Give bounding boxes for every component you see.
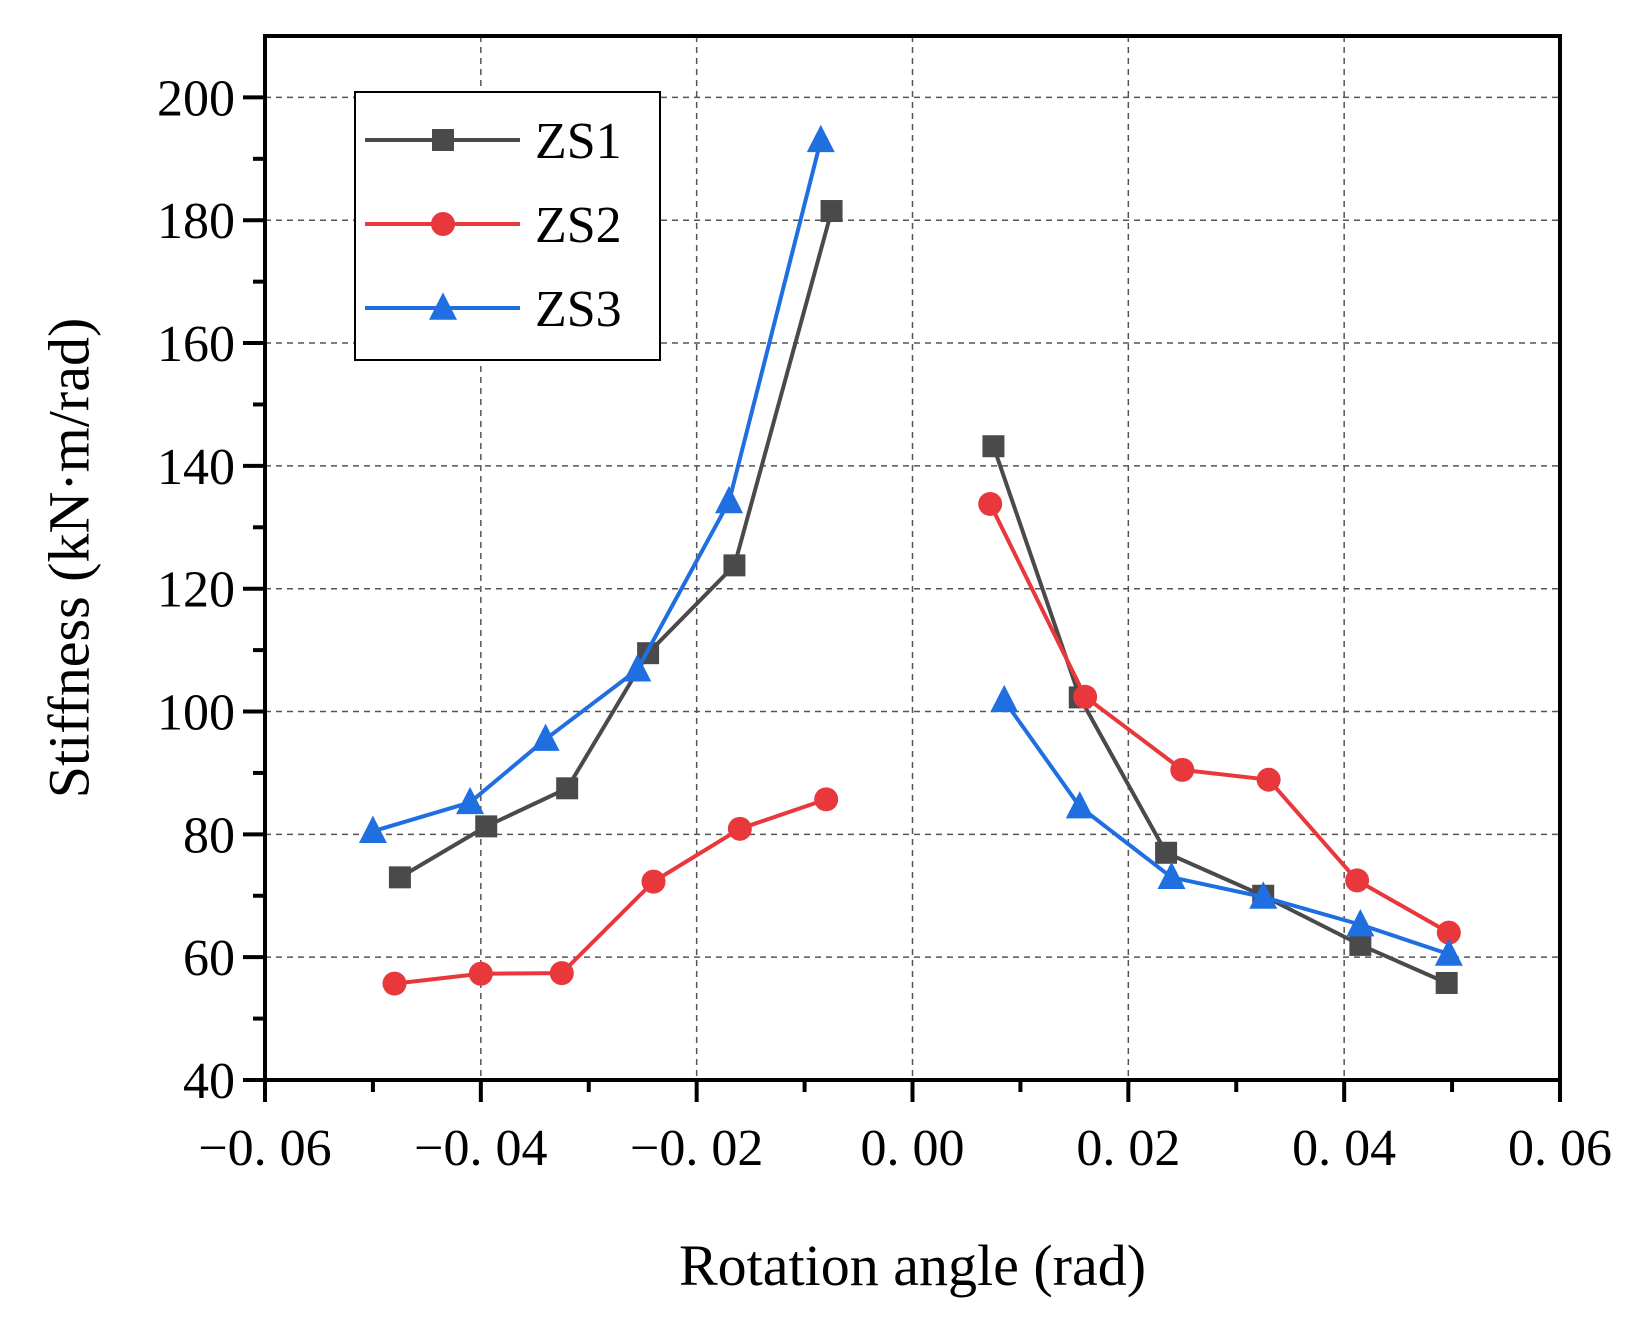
legend-marker-zs2 [431,212,455,236]
tick-labels: −0. 06 −0. 04 −0. 02 0. 00 0. 02 0. 04 0. 06 40… [157,70,1612,1177]
data-point-zs3 [1157,861,1186,890]
data-point-zs2 [1436,920,1461,945]
x-tick-label: −0. 06 [198,1120,331,1177]
x-tick-label: 0. 04 [1292,1120,1396,1177]
y-tick-label: 80 [183,807,235,864]
data-point-zs3 [456,786,485,815]
data-point-zs2 [468,961,493,986]
data-point-zs3 [715,485,744,514]
data-point-zs2 [1256,767,1281,792]
data-point-zs2 [549,961,574,986]
series-line-zs2 [988,503,1450,935]
y-tick-label: 140 [157,439,235,496]
plot-series [358,124,1463,996]
data-point-zs1 [388,866,411,889]
legend-label-zs3: ZS3 [535,281,622,338]
y-axis-title: Stiffness (kN·m/rad) [36,318,101,799]
data-point-zs3 [1346,909,1375,937]
data-point-zs2 [1345,868,1370,893]
series-line-zs1 [398,210,834,880]
series-zs3 [358,124,1463,966]
data-point-zs1 [723,554,746,577]
y-tick-label: 120 [157,562,235,619]
data-point-zs2 [1170,757,1195,782]
data-point-zs2 [382,971,407,996]
data-point-zs1 [1435,971,1458,994]
data-point-zs2 [978,491,1003,516]
data-point-zs3 [1065,791,1094,819]
legend: ZS1 ZS2 ZS3 [354,91,661,361]
x-tick-label: −0. 02 [630,1120,763,1177]
data-point-zs1 [820,200,843,223]
y-tick-label: 60 [183,930,235,987]
legend-label-zs2: ZS2 [535,197,622,254]
x-tick-label: −0. 04 [414,1120,547,1177]
y-tick-label: 160 [157,316,235,373]
legend-marker-zs3 [429,292,457,320]
x-tick-label: 0. 06 [1508,1120,1612,1177]
data-point-zs2 [1073,684,1098,709]
data-point-zs3 [1249,881,1278,909]
series-line-zs3 [1002,699,1450,957]
data-point-zs3 [990,684,1019,713]
series-zs2 [382,491,1461,996]
legend-marker-zs1 [432,129,454,151]
series-line-zs2 [394,797,827,986]
series-line-zs1 [991,445,1448,985]
y-tick-label: 40 [183,1053,235,1110]
data-point-zs2 [727,816,752,841]
x-axis-title: Rotation angle (rad) [679,1233,1146,1298]
data-point-zs3 [358,815,387,843]
grid [265,36,1560,1080]
y-tick-label: 180 [157,193,235,250]
x-tick-label: 0. 00 [861,1120,965,1177]
data-point-zs2 [641,869,666,894]
data-point-zs1 [982,435,1005,458]
data-point-zs3 [623,654,652,682]
data-point-zs1 [556,777,579,800]
data-point-zs2 [814,787,839,812]
data-point-zs1 [1155,841,1178,864]
y-tick-label: 200 [157,70,235,127]
y-tick-label: 100 [157,685,235,742]
data-point-zs1 [475,815,498,838]
data-point-zs3 [806,124,835,153]
legend-label-zs1: ZS1 [535,113,622,170]
x-tick-label: 0. 02 [1076,1120,1180,1177]
axis-ticks [243,95,1562,1102]
data-point-zs3 [531,723,560,751]
series-line-zs3 [372,139,823,834]
data-point-zs3 [1434,938,1463,966]
data-point-zs1 [1349,933,1372,956]
